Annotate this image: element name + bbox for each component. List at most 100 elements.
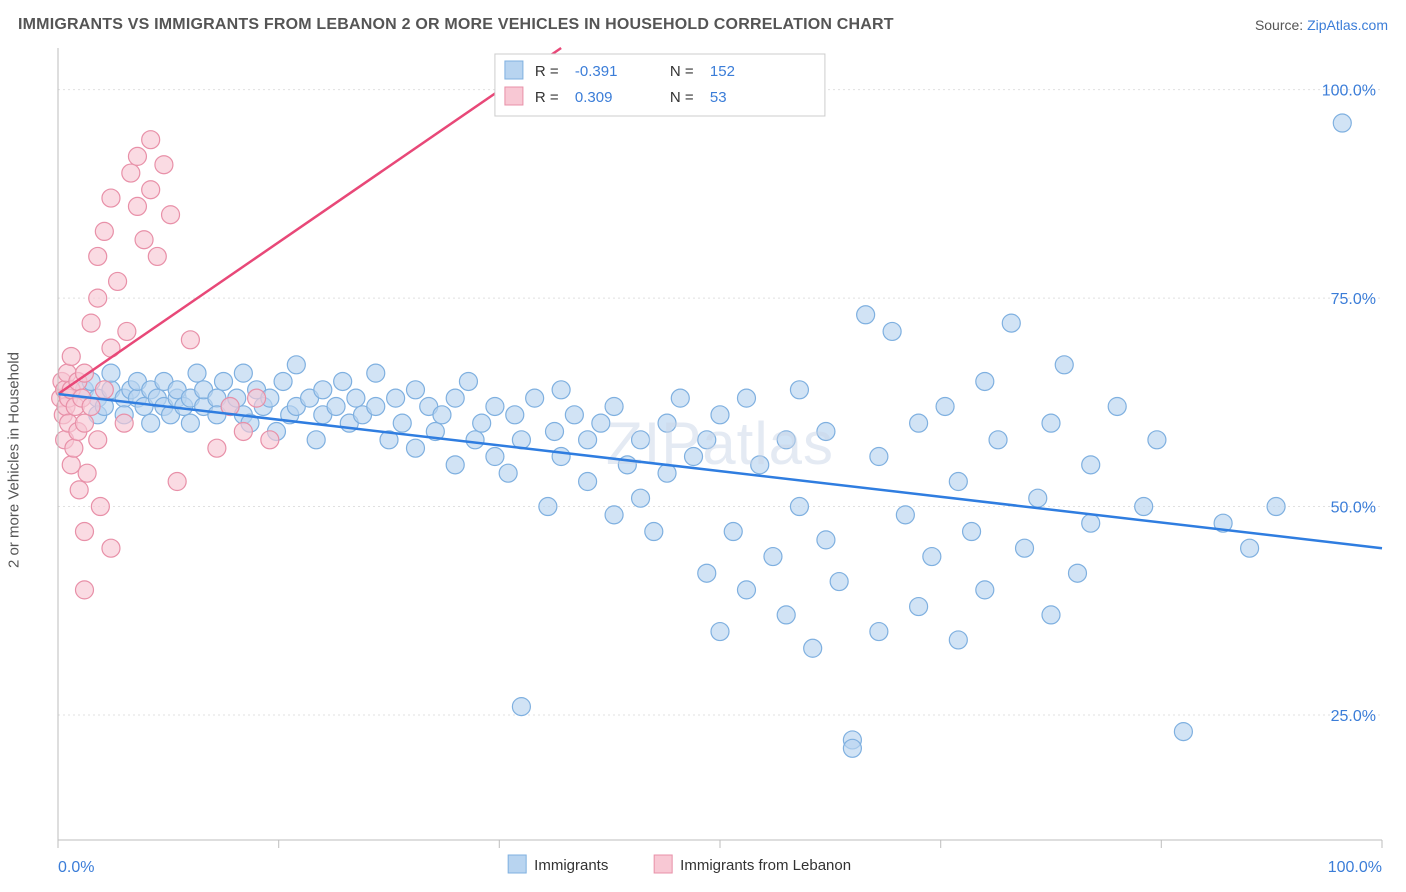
scatter-point: [1241, 539, 1259, 557]
legend-stat-label: R =: [535, 63, 559, 80]
legend-stat-label: N =: [670, 63, 694, 80]
scatter-point: [724, 523, 742, 541]
scatter-point: [645, 523, 663, 541]
legend-series-label: Immigrants: [534, 857, 608, 874]
scatter-point: [109, 272, 127, 290]
y-axis-label: 2 or more Vehicles in Household: [6, 352, 23, 568]
scatter-point: [287, 356, 305, 374]
scatter-point: [711, 623, 729, 641]
scatter-point: [473, 414, 491, 432]
scatter-point: [155, 156, 173, 174]
scatter-point: [347, 389, 365, 407]
scatter-point: [334, 372, 352, 390]
scatter-point: [181, 331, 199, 349]
scatter-point: [91, 498, 109, 516]
scatter-point: [122, 164, 140, 182]
scatter-point: [367, 364, 385, 382]
scatter-point: [142, 414, 160, 432]
scatter-point: [896, 506, 914, 524]
scatter-point: [75, 581, 93, 599]
scatter-point: [1267, 498, 1285, 516]
scatter-point: [393, 414, 411, 432]
scatter-point: [506, 406, 524, 424]
scatter-point: [698, 564, 716, 582]
scatter-point: [526, 389, 544, 407]
scatter-point: [406, 381, 424, 399]
scatter-point: [1068, 564, 1086, 582]
x-tick-label: 0.0%: [58, 859, 94, 876]
scatter-point: [552, 381, 570, 399]
scatter-point: [168, 473, 186, 491]
scatter-point: [552, 448, 570, 466]
scatter-point: [459, 372, 477, 390]
scatter-point: [89, 289, 107, 307]
scatter-point: [936, 397, 954, 415]
scatter-point: [181, 414, 199, 432]
scatter-point: [923, 548, 941, 566]
scatter-point: [1174, 723, 1192, 741]
scatter-point: [115, 414, 133, 432]
chart-title: IMMIGRANTS VS IMMIGRANTS FROM LEBANON 2 …: [18, 16, 894, 34]
scatter-point: [234, 364, 252, 382]
scatter-point: [89, 247, 107, 265]
scatter-point: [142, 131, 160, 149]
scatter-point: [446, 389, 464, 407]
scatter-point: [1135, 498, 1153, 516]
scatter-point: [78, 464, 96, 482]
scatter-point: [82, 397, 100, 415]
legend-swatch: [505, 87, 523, 105]
scatter-point: [406, 439, 424, 457]
scatter-point: [466, 431, 484, 449]
scatter-point: [327, 397, 345, 415]
scatter-point: [870, 623, 888, 641]
scatter-point: [1016, 539, 1034, 557]
scatter-point: [75, 523, 93, 541]
scatter-point: [737, 581, 755, 599]
scatter-point: [976, 581, 994, 599]
scatter-point: [804, 639, 822, 657]
scatter-point: [102, 364, 120, 382]
scatter-point: [1042, 606, 1060, 624]
scatter-point: [777, 606, 795, 624]
scatter-point: [1055, 356, 1073, 374]
scatter-point: [910, 598, 928, 616]
scatter-point: [949, 631, 967, 649]
legend-series-label: Immigrants from Lebanon: [680, 857, 851, 874]
scatter-point: [565, 406, 583, 424]
scatter-point: [764, 548, 782, 566]
correlation-scatter-chart: ZIPatlas0.0%100.0%25.0%50.0%75.0%100.0%R…: [12, 44, 1392, 886]
scatter-point: [387, 389, 405, 407]
scatter-point: [870, 448, 888, 466]
x-tick-label: 100.0%: [1328, 859, 1382, 876]
legend-swatch: [508, 855, 526, 873]
legend-r-value: -0.391: [575, 63, 618, 80]
scatter-point: [215, 372, 233, 390]
scatter-point: [102, 539, 120, 557]
scatter-point: [737, 389, 755, 407]
source-link[interactable]: ZipAtlas.com: [1307, 17, 1388, 33]
scatter-point: [579, 431, 597, 449]
y-tick-label: 75.0%: [1331, 291, 1376, 308]
scatter-point: [62, 456, 80, 474]
scatter-point: [274, 372, 292, 390]
legend-n-value: 53: [710, 89, 727, 106]
scatter-point: [70, 481, 88, 499]
scatter-point: [234, 422, 252, 440]
scatter-point: [446, 456, 464, 474]
scatter-point: [148, 247, 166, 265]
scatter-point: [82, 314, 100, 332]
scatter-point: [790, 498, 808, 516]
scatter-point: [367, 397, 385, 415]
scatter-point: [102, 189, 120, 207]
scatter-point: [1042, 414, 1060, 432]
scatter-point: [162, 206, 180, 224]
legend-stat-label: N =: [670, 89, 694, 106]
scatter-point: [632, 489, 650, 507]
scatter-point: [65, 439, 83, 457]
scatter-point: [539, 498, 557, 516]
trend-line-lebanon: [58, 48, 561, 394]
scatter-point: [843, 739, 861, 757]
scatter-point: [579, 473, 597, 491]
scatter-point: [95, 222, 113, 240]
y-tick-label: 25.0%: [1331, 708, 1376, 725]
